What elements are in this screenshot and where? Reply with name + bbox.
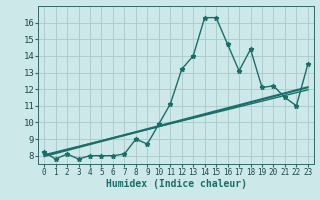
X-axis label: Humidex (Indice chaleur): Humidex (Indice chaleur) <box>106 179 246 189</box>
